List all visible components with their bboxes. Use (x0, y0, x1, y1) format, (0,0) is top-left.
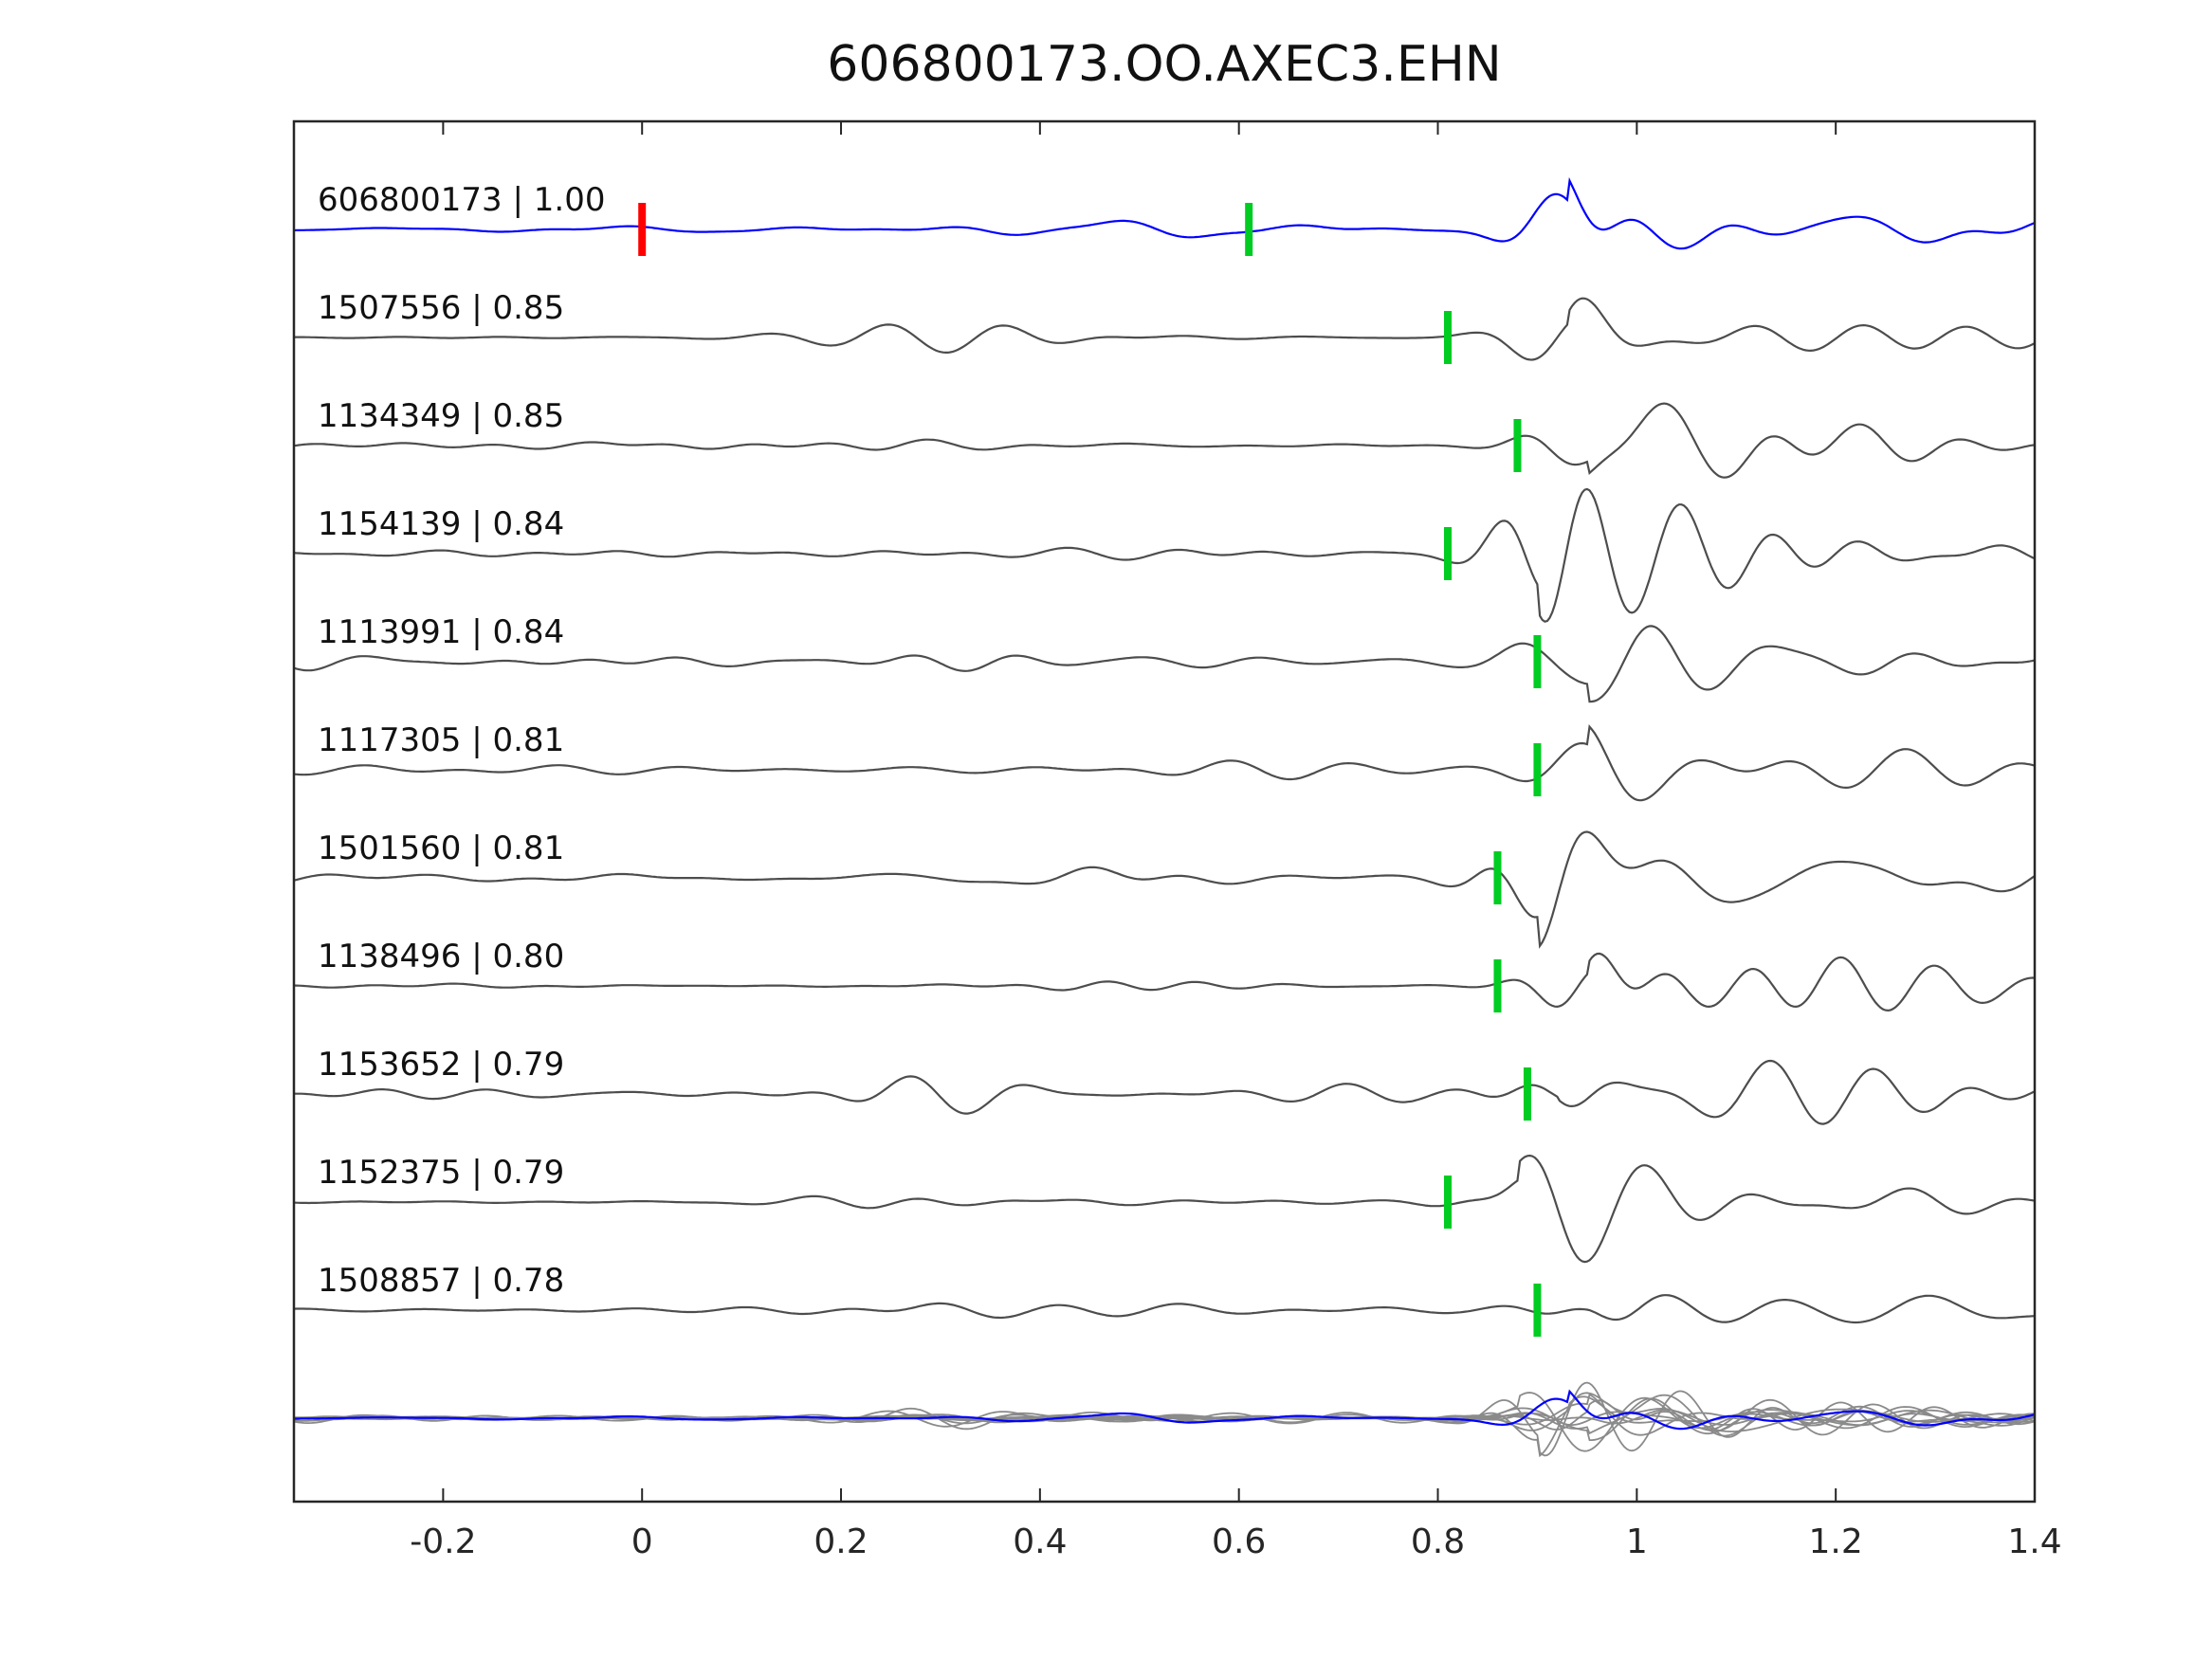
trace-label: 1153652 | 0.79 (318, 1046, 564, 1084)
trace-label: 1117305 | 0.81 (318, 721, 564, 759)
x-tick-label: 0 (631, 1522, 653, 1561)
detection-waveform (294, 402, 2035, 479)
trace-label: 606800173 | 1.00 (318, 181, 605, 219)
x-tick-label: 0.6 (1212, 1522, 1266, 1561)
detection-waveform (294, 1294, 2035, 1324)
overlay-detection-waveform (294, 1392, 2035, 1458)
detection-waveform (294, 830, 2035, 949)
detection-waveform (294, 952, 2035, 1012)
x-tick-label: 0.4 (1013, 1522, 1067, 1561)
chart-title: 606800173.OO.AXEC3.EHN (827, 36, 1502, 93)
overlay-template-waveform (294, 1389, 2035, 1431)
detection-waveform (294, 1154, 2035, 1264)
trace-label: 1507556 | 0.85 (318, 289, 564, 327)
x-tick-label: -0.2 (410, 1522, 476, 1561)
detection-waveform (294, 723, 2035, 802)
x-tick-label: 1 (1626, 1522, 1648, 1561)
detection-waveform (294, 297, 2035, 361)
trace-label: 1134349 | 0.85 (318, 397, 564, 435)
template-waveform (294, 176, 2035, 250)
plot-border (292, 119, 2037, 1504)
trace-label: 1501560 | 0.81 (318, 830, 564, 867)
x-tick-label: 0.2 (814, 1522, 868, 1561)
trace-label: 1508857 | 0.78 (318, 1262, 564, 1300)
trace-label: 1154139 | 0.84 (318, 505, 564, 543)
trace-label: 1152375 | 0.79 (318, 1154, 564, 1192)
x-tick-label: 1.4 (2007, 1522, 2061, 1561)
trace-label: 1113991 | 0.84 (318, 613, 564, 651)
detection-waveform (294, 625, 2035, 703)
detection-waveform (294, 1059, 2035, 1125)
x-tick-label: 1.2 (1809, 1522, 1863, 1561)
trace-label: 1138496 | 0.80 (318, 938, 564, 975)
waveform-layer (294, 176, 2035, 1458)
x-tick-label: 0.8 (1411, 1522, 1465, 1561)
detection-waveform (294, 487, 2035, 623)
